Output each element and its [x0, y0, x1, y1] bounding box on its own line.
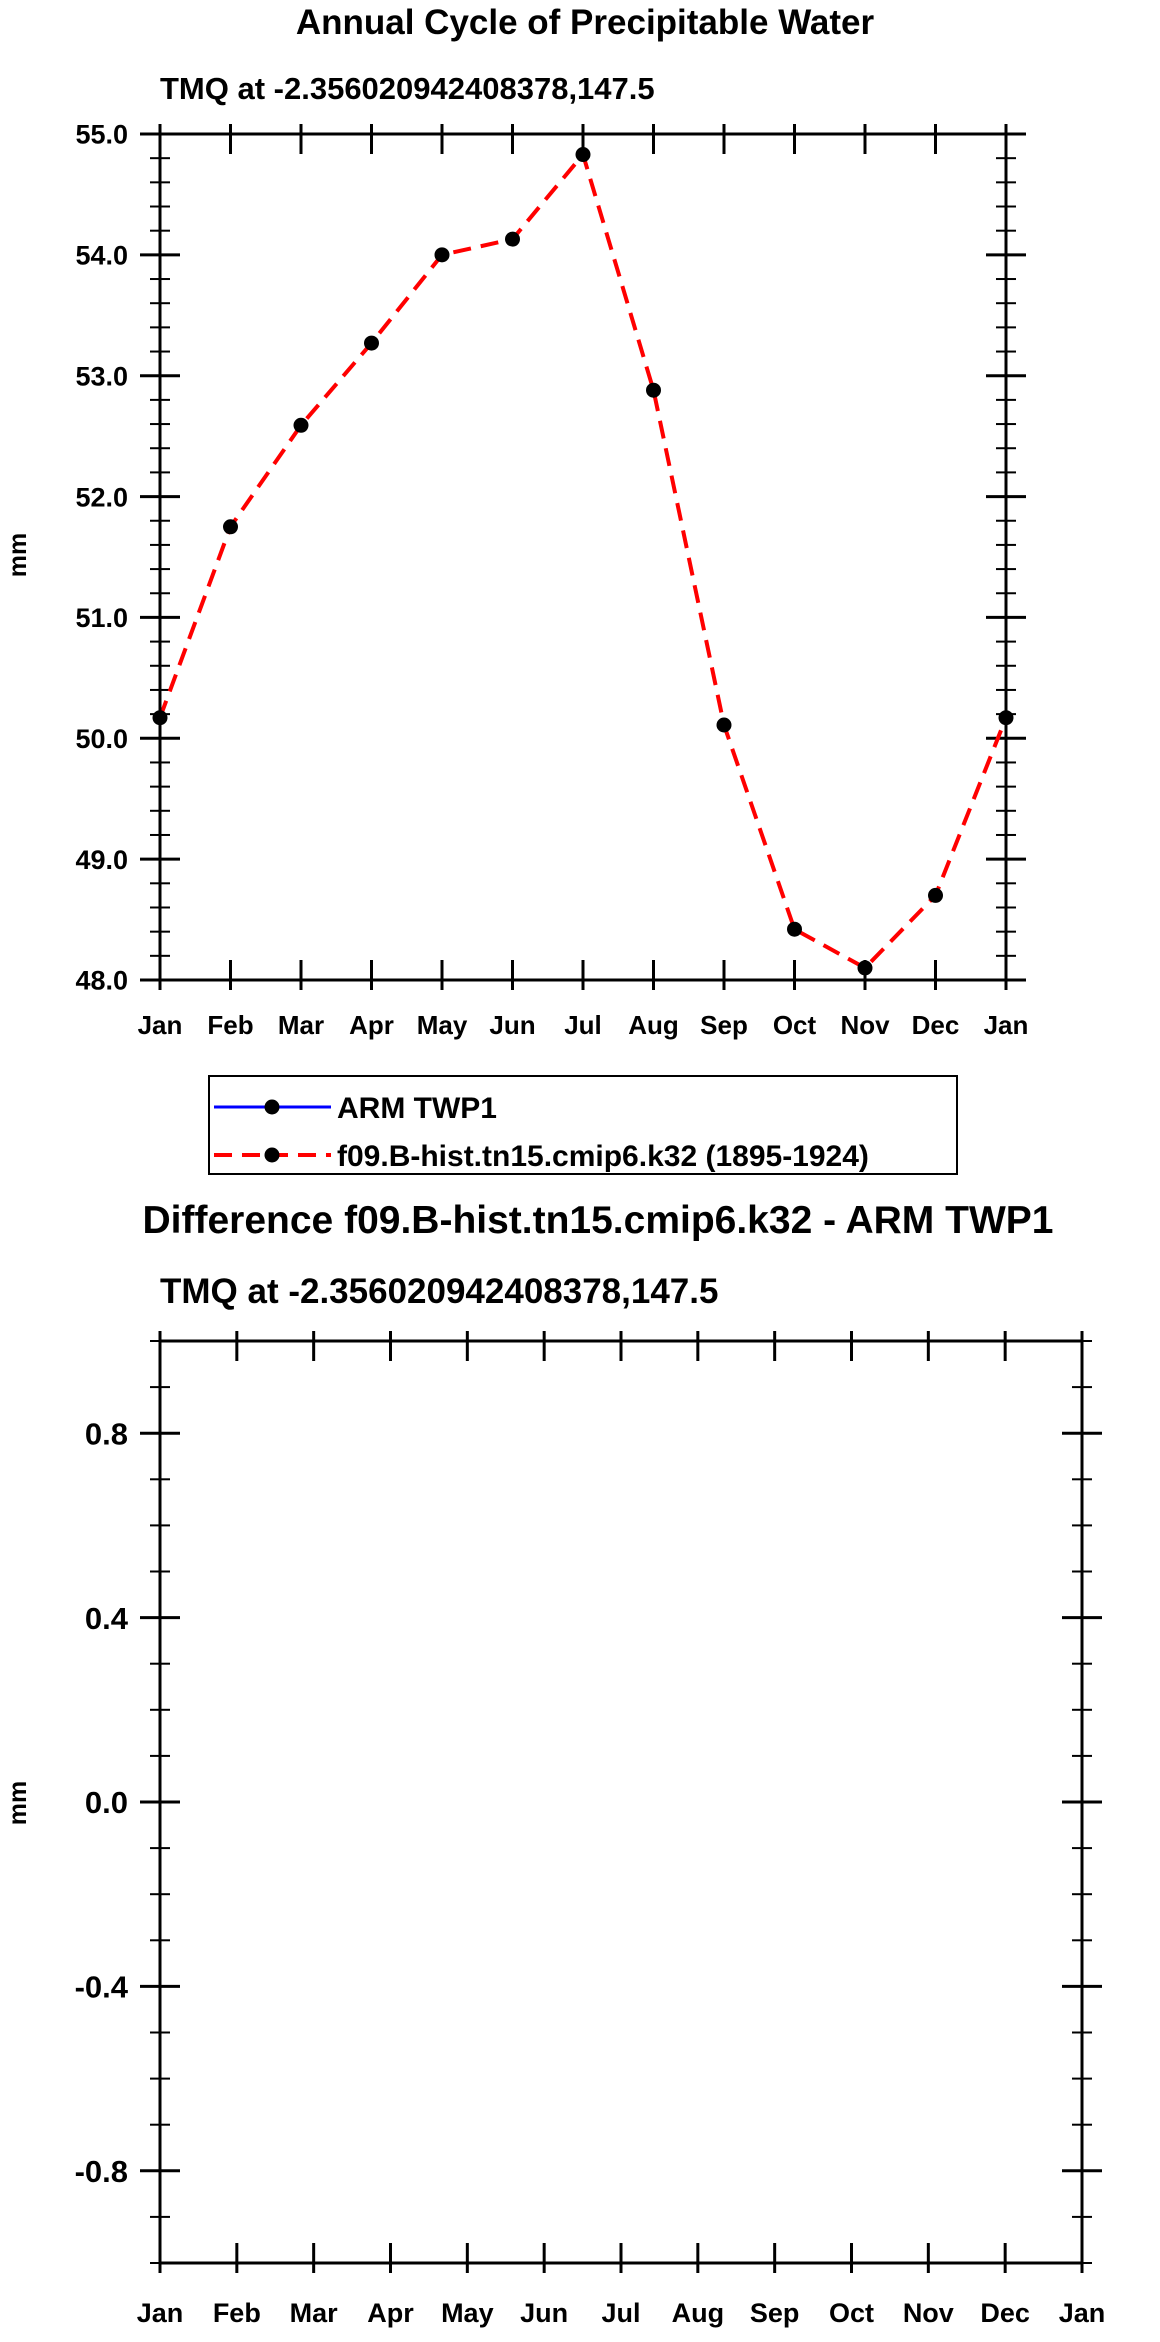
chart-title: Difference f09.B-hist.tn15.cmip6.k32 - A…	[143, 1199, 1054, 1242]
x-tick-label: Jul	[564, 1010, 602, 1040]
legend-marker-arm-twp1	[264, 1099, 280, 1115]
x-tick-label: Oct	[829, 2298, 874, 2328]
y-tick-label: 0.8	[85, 1416, 128, 1451]
y-tick-label: 0.0	[85, 1785, 128, 1820]
axis-ticks	[140, 124, 1026, 990]
x-tick-label: Aug	[628, 1010, 679, 1040]
data-point	[646, 382, 661, 398]
x-tick-label: May	[441, 2298, 494, 2328]
x-tick-label: Jan	[137, 2298, 184, 2328]
plot-frame	[158, 132, 1008, 982]
data-point	[364, 335, 379, 351]
x-tick-label: Jan	[138, 1010, 183, 1040]
y-tick-label: 52.0	[75, 482, 128, 512]
data-point	[505, 231, 520, 247]
y-tick-label: 50.0	[75, 724, 128, 754]
legend-label-model: f09.B-hist.tn15.cmip6.k32 (1895-1924)	[337, 1140, 869, 1173]
x-tick-label: Mar	[290, 2298, 339, 2328]
x-tick-label: Nov	[903, 2298, 954, 2328]
x-tick-label: Dec	[912, 1010, 960, 1040]
x-tick-label: Jan	[984, 1010, 1029, 1040]
y-tick-label: 0.4	[85, 1601, 129, 1636]
y-tick-label: 53.0	[75, 361, 128, 391]
data-point	[223, 519, 238, 535]
data-series	[152, 147, 1014, 976]
legend-box	[208, 1075, 958, 1175]
x-tick-label: Sep	[700, 1010, 748, 1040]
y-tick-label: 55.0	[75, 120, 128, 150]
x-tick-label: Apr	[367, 2298, 414, 2328]
series-line	[158, 150, 1008, 971]
x-tick-label: Apr	[349, 1010, 394, 1040]
legend-label-arm-twp1: ARM TWP1	[337, 1092, 497, 1125]
plot-frame	[158, 1339, 1084, 2265]
x-tick-label: Oct	[773, 1010, 817, 1040]
y-axis-label: mm	[4, 1781, 32, 1825]
x-tick-label: Nov	[840, 1010, 890, 1040]
x-tick-label: Aug	[672, 2298, 724, 2328]
y-tick-labels: -0.8 -0.4 0.0 0.4 0.8	[75, 1416, 129, 2189]
x-tick-label: Jun	[520, 2298, 568, 2328]
legend-marker-model	[264, 1147, 280, 1163]
x-tick-labels: Jan Feb Mar Apr May Jun Jul Aug Sep Oct Nov Dec Jan	[138, 1010, 1029, 1040]
x-tick-label: Sep	[750, 2298, 800, 2328]
y-tick-label: 51.0	[75, 603, 128, 633]
x-tick-labels: Jan Feb Mar Apr May Jun Jul Aug Sep Oct Nov Dec Jan	[137, 2298, 1106, 2328]
axis-ticks	[140, 1331, 1102, 2273]
y-tick-label: 54.0	[75, 241, 128, 271]
y-tick-label: 48.0	[75, 966, 128, 996]
y-tick-label: -0.4	[75, 1970, 129, 2005]
y-axis-label: mm	[4, 533, 32, 577]
x-tick-label: Jul	[601, 2298, 640, 2328]
data-point	[787, 921, 802, 937]
x-tick-label: Feb	[213, 2298, 261, 2328]
chart-panel-precipitable-water: Annual Cycle of Precipitable Water TMQ a…	[4, 3, 1028, 1040]
data-point	[575, 147, 591, 163]
data-point	[293, 417, 309, 433]
x-tick-label: Jan	[1059, 2298, 1106, 2328]
x-tick-label: May	[417, 1010, 468, 1040]
data-point	[928, 887, 943, 903]
data-point	[434, 247, 450, 263]
chart-title: Annual Cycle of Precipitable Water	[296, 3, 875, 42]
legend: ARM TWP1 f09.B-hist.tn15.cmip6.k32 (1895…	[208, 1075, 958, 1175]
x-tick-label: Dec	[980, 2298, 1030, 2328]
chart-panel-difference: Difference f09.B-hist.tn15.cmip6.k32 - A…	[4, 1199, 1105, 2328]
y-tick-label: -0.8	[75, 2154, 128, 2189]
chart-subtitle: TMQ at -2.356020942408378,147.5	[160, 1272, 718, 1311]
x-tick-label: Feb	[207, 1010, 253, 1040]
y-tick-labels: 48.0 49.0 50.0 51.0 52.0 53.0 54.0 55.0	[75, 120, 128, 996]
y-tick-label: 49.0	[75, 845, 128, 875]
data-point	[716, 717, 732, 733]
x-tick-label: Jun	[489, 1010, 535, 1040]
data-point	[857, 960, 873, 976]
chart-subtitle: TMQ at -2.356020942408378,147.5	[160, 71, 655, 106]
x-tick-label: Mar	[278, 1010, 324, 1040]
